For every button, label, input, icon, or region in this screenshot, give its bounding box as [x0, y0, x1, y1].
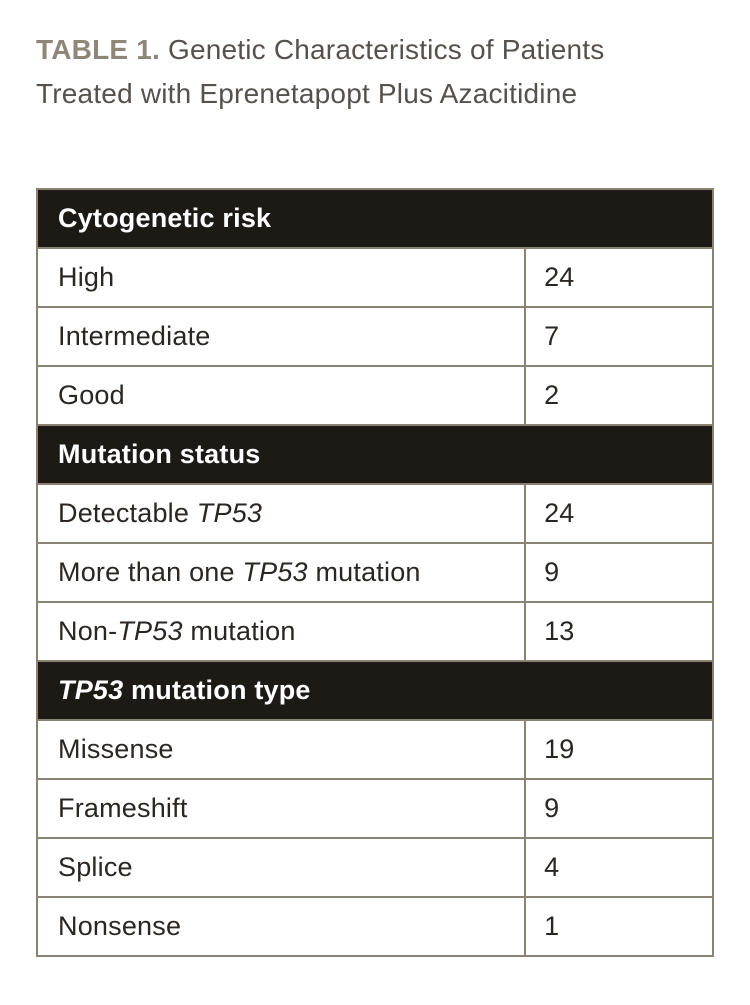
- table-data-row: High 24: [35, 247, 714, 308]
- gene-symbol-italic: TP53: [58, 675, 124, 705]
- section-header-row: Mutation status: [36, 424, 714, 485]
- gene-symbol-italic: TP53: [117, 616, 183, 646]
- genetic-characteristics-table: Cytogenetic risk High 24 Intermediate 7 Good 2…: [35, 188, 714, 957]
- row-value-cell: 13: [524, 601, 714, 662]
- label-text: mutation: [307, 557, 421, 587]
- row-label-cell: Intermediate: [35, 306, 527, 367]
- row-value-cell: 1: [524, 896, 714, 957]
- row-value-cell: 7: [524, 306, 714, 367]
- table-data-row: Missense 19: [35, 719, 714, 780]
- label-text: More than one: [58, 557, 243, 587]
- label-text: High: [58, 262, 115, 292]
- row-label-cell: Frameshift: [35, 778, 527, 839]
- row-value-cell: 2: [524, 365, 714, 426]
- row-value-cell: 9: [524, 542, 714, 603]
- gene-symbol-italic: TP53: [242, 557, 308, 587]
- label-text: Nonsense: [58, 911, 182, 941]
- row-label-cell: Nonsense: [35, 896, 527, 957]
- row-label-cell: Non-TP53 mutation: [35, 601, 527, 662]
- section-header-cell: Cytogenetic risk: [36, 188, 714, 249]
- table-body: Cytogenetic risk High 24 Intermediate 7 Good 2…: [35, 188, 714, 957]
- label-text: Intermediate: [58, 321, 211, 351]
- label-text: Missense: [58, 734, 174, 764]
- label-text: Detectable: [58, 498, 197, 528]
- row-value-cell: 24: [524, 247, 714, 308]
- table-data-row: Splice 4: [35, 837, 714, 898]
- table-data-row: Intermediate 7: [35, 306, 714, 367]
- table-caption-number: TABLE 1.: [36, 34, 160, 65]
- label-text: Cytogenetic risk: [58, 203, 272, 233]
- row-label-cell: Detectable TP53: [35, 483, 527, 544]
- label-text: Frameshift: [58, 793, 188, 823]
- row-label-cell: Good: [35, 365, 527, 426]
- label-text: mutation: [182, 616, 296, 646]
- table-data-row: More than one TP53 mutation 9: [35, 542, 714, 603]
- row-label-cell: Missense: [35, 719, 527, 780]
- table-data-row: Detectable TP53 24: [35, 483, 714, 544]
- row-label-cell: More than one TP53 mutation: [35, 542, 527, 603]
- table-data-row: Good 2: [35, 365, 714, 426]
- table-caption: TABLE 1. Genetic Characteristics of Pati…: [36, 28, 702, 116]
- gene-symbol-italic: TP53: [196, 498, 263, 528]
- section-header-cell: TP53 mutation type: [36, 660, 714, 721]
- table-data-row: Frameshift 9: [35, 778, 714, 839]
- table-data-row: Nonsense 1: [35, 896, 714, 957]
- label-text: Mutation status: [58, 439, 261, 469]
- row-value-cell: 19: [524, 719, 714, 780]
- section-header-row: TP53 mutation type: [36, 660, 714, 721]
- row-value-cell: 4: [524, 837, 714, 898]
- row-label-cell: High: [35, 247, 527, 308]
- section-header-row: Cytogenetic risk: [36, 188, 714, 249]
- row-value-cell: 9: [524, 778, 714, 839]
- label-text: Good: [58, 380, 125, 410]
- table-data-row: Non-TP53 mutation 13: [35, 601, 714, 662]
- row-label-cell: Splice: [35, 837, 527, 898]
- table-caption-title: Genetic Characteristics of Patients Trea…: [36, 34, 605, 109]
- row-value-cell: 24: [524, 483, 714, 544]
- label-text: Non-: [58, 616, 118, 646]
- label-text: mutation type: [123, 675, 311, 705]
- label-text: Splice: [58, 852, 133, 882]
- section-header-cell: Mutation status: [36, 424, 714, 485]
